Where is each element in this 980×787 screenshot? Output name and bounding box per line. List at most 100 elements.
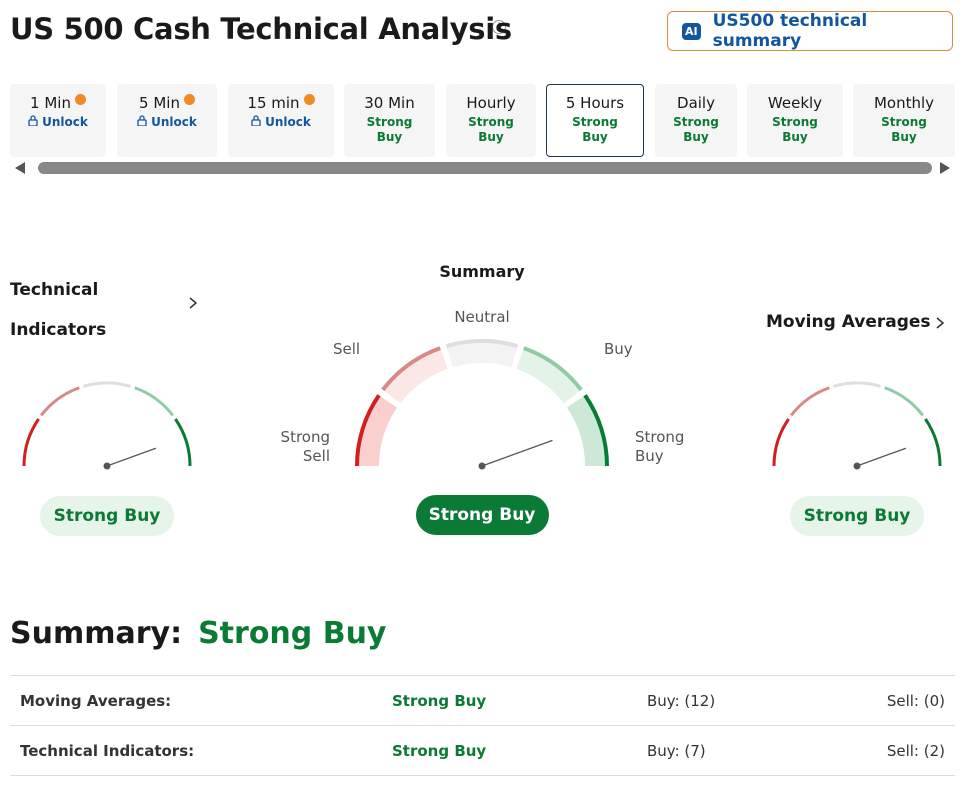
pro-icon — [183, 94, 195, 105]
gauge-segment — [445, 339, 519, 349]
summary-cell: Technical Indicators: — [20, 742, 195, 760]
summary-label: Summary: — [10, 616, 183, 651]
tab-status: Unlock — [10, 115, 106, 130]
scroll-right[interactable] — [940, 162, 950, 174]
gauge-result: Strong Buy — [415, 495, 549, 535]
table-bottom — [10, 775, 955, 776]
gauge-segment — [884, 386, 925, 417]
tab[interactable]: Hourly Strong Buy — [446, 84, 536, 157]
summary-cell: Strong Buy — [392, 692, 487, 710]
gauge-band — [516, 350, 580, 404]
tab-label: 5 Min — [117, 94, 217, 112]
tab[interactable]: 15 min Unlock — [228, 84, 334, 157]
gauges — [22, 339, 942, 470]
tab[interactable]: 5 Hours Strong Buy — [546, 84, 644, 157]
gauge-label: Strong Sell — [280, 428, 330, 465]
tab-label: 30 Min — [344, 94, 435, 112]
tab-status-text: Unlock — [151, 115, 197, 129]
tab-label: Monthly — [853, 94, 955, 112]
tab-status: Strong Buy — [666, 115, 726, 145]
gauge-title[interactable]: Technical Indicators — [10, 280, 107, 340]
pro-icon — [303, 94, 315, 105]
tab-status: Unlock — [117, 115, 217, 130]
gauge-needle — [481, 439, 553, 467]
tab[interactable]: Monthly Strong Buy — [853, 84, 955, 157]
tab-label-text: 30 Min — [364, 94, 415, 112]
gauge-segment — [381, 346, 441, 392]
tab-label: 1 Min — [10, 94, 106, 112]
summary-row: Moving Averages: Strong Buy Buy: (12) Sell:… — [10, 675, 955, 725]
tab-status: Strong Buy — [874, 115, 934, 145]
summary-cell: Sell: (0) — [886, 692, 945, 710]
lock-icon — [137, 115, 147, 127]
ai-summary-button[interactable]: AI US500 technical summary — [667, 11, 953, 51]
gauge-segment — [833, 381, 881, 388]
tab-label-text: 1 Min — [30, 94, 71, 112]
tab[interactable]: Weekly Strong Buy — [747, 84, 843, 157]
gauge-band — [359, 396, 398, 467]
gauge-segment — [355, 394, 381, 467]
lock-icon — [28, 115, 38, 127]
tab-label: Weekly — [747, 94, 843, 112]
ai-button-label: US500 technical summary — [712, 11, 868, 51]
gauge-title: Summary — [439, 262, 525, 281]
gauge-segment — [174, 418, 192, 467]
tab-label-text: 5 Min — [139, 94, 180, 112]
tab[interactable]: 30 Min Strong Buy — [344, 84, 435, 157]
scroll-left[interactable] — [15, 162, 25, 174]
gauge-segment — [83, 381, 131, 388]
summary-cell: Moving Averages: — [20, 692, 172, 710]
tab-status: Strong Buy — [765, 115, 825, 145]
gauge-hub — [478, 462, 486, 470]
tab-status-text: Strong Buy — [673, 115, 719, 144]
gauge-result: Strong Buy — [790, 496, 924, 536]
tab-label-text: Weekly — [767, 94, 823, 112]
chevron[interactable] — [189, 297, 198, 309]
gauge-segment — [134, 386, 175, 417]
tab-status-text: Unlock — [42, 115, 88, 129]
lock-icon — [251, 115, 261, 127]
summary-heading: Summary: Strong Buy — [10, 616, 387, 651]
gauge-segment — [583, 394, 609, 467]
gauge-needle — [106, 447, 157, 467]
tab[interactable]: 1 Min Unlock — [10, 84, 106, 157]
gauge-band — [384, 350, 448, 404]
gauge-needle — [856, 447, 907, 467]
gauge-hub — [103, 462, 111, 470]
tab-label-text: 5 Hours — [565, 94, 625, 112]
tab-status: Strong Buy — [360, 115, 420, 145]
tab-label: Daily — [655, 94, 737, 112]
tab-label-text: Daily — [677, 94, 715, 112]
gauge-segment — [22, 418, 40, 467]
scroll-thumb[interactable] — [38, 162, 932, 174]
tab-status: Strong Buy — [565, 115, 625, 145]
summary-value: Strong Buy — [198, 616, 387, 651]
gauge-title[interactable]: Moving Averages — [766, 312, 931, 332]
info-icon-dot — [498, 22, 500, 24]
gauge-segment — [789, 386, 830, 417]
gauge-label: Sell — [333, 340, 361, 358]
tab-status: Strong Buy — [461, 115, 521, 145]
info-icon[interactable] — [492, 20, 506, 34]
summary-cell: Buy: (12) — [647, 692, 716, 710]
tab-label: 5 Hours — [547, 94, 643, 112]
summary-row: Technical Indicators: Strong Buy Buy: (7) S… — [10, 725, 955, 775]
tab-status: Unlock — [228, 115, 334, 130]
tab[interactable]: 5 Min Unlock — [117, 84, 217, 157]
gauge-segment — [924, 418, 942, 467]
summary-cell: Strong Buy — [392, 742, 487, 760]
tab-label: 15 min — [228, 94, 334, 112]
tab-status-text: Strong Buy — [366, 115, 413, 144]
gauge-label: Buy — [604, 340, 633, 358]
gauge-band — [566, 396, 605, 467]
tab-status-text: Strong Buy — [881, 115, 927, 144]
chevron[interactable] — [936, 317, 945, 329]
tab-label: Hourly — [446, 94, 536, 112]
tab[interactable]: Daily Strong Buy — [655, 84, 737, 157]
tab-status-text: Unlock — [265, 115, 311, 129]
tab-label-text: Hourly — [466, 94, 516, 112]
gauge-band — [447, 343, 517, 368]
gauge-label: Strong Buy — [635, 428, 685, 465]
